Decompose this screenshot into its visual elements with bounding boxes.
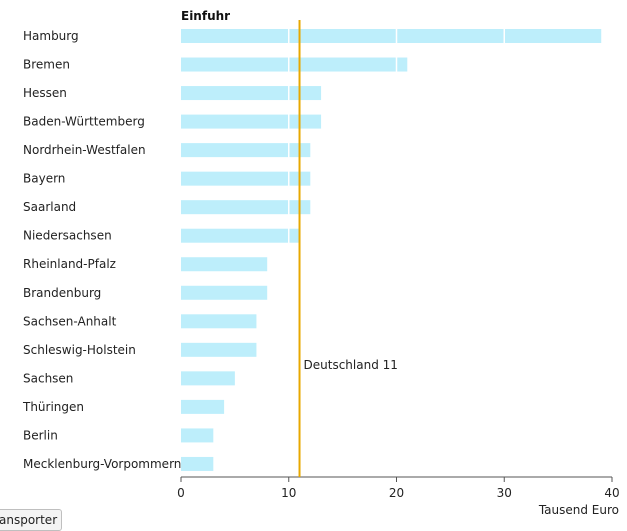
bar-baden-wurttemberg (181, 114, 322, 129)
bar-bremen (181, 57, 408, 72)
bar-hamburg (181, 29, 602, 43)
bar-schleswig-holstein (181, 342, 257, 357)
transporter-button[interactable]: ansporter (0, 509, 62, 531)
x-tick-label-40: 40 (604, 486, 619, 500)
bar-mecklenburg-vorpommern (181, 456, 214, 471)
x-tick-label-10: 10 (281, 486, 296, 500)
bar-brandenburg (181, 285, 268, 300)
category-label-sachsen-anhalt: Sachsen-Anhalt (23, 314, 117, 328)
category-label-rheinland-pfalz: Rheinland-Pfalz (23, 257, 116, 271)
x-axis: 0 10 20 30 40 (177, 476, 620, 500)
category-label-bremen: Bremen (23, 58, 70, 72)
category-label-sachsen: Sachsen (23, 371, 73, 385)
category-label-bayern: Bayern (23, 172, 65, 186)
bar-nordrhein-westfalen (181, 143, 311, 158)
category-label-thuringen: Thüringen (22, 400, 84, 414)
category-label-mecklenburg-vorpommern: Mecklenburg-Vorpommern (23, 457, 181, 471)
reference-line-label: Deutschland 11 (304, 358, 398, 372)
category-label-niedersachsen: Niedersachsen (23, 229, 112, 243)
category-label-hessen: Hessen (23, 86, 67, 100)
bar-niedersachsen (181, 228, 300, 243)
x-tick-label-20: 20 (389, 486, 404, 500)
category-label-brandenburg: Brandenburg (23, 286, 101, 300)
category-label-saarland: Saarland (23, 200, 76, 214)
series-title: Einfuhr (181, 9, 230, 23)
bar-sachsen-anhalt (181, 314, 257, 329)
category-label-nordrhein-westfalen: Nordrhein-Westfalen (23, 143, 146, 157)
category-labels: Hamburg Bremen Hessen Baden-Württemberg Nord… (22, 29, 181, 471)
bar-thuringen (181, 399, 225, 414)
bars-layer (181, 25, 602, 471)
bar-sachsen (181, 371, 235, 386)
bar-saarland (181, 200, 311, 215)
category-label-schleswig-holstein: Schleswig-Holstein (23, 343, 136, 357)
reference-line-group: Deutschland 11 (298, 20, 398, 477)
bar-hessen (181, 86, 322, 101)
bar-rheinland-pfalz (181, 257, 268, 272)
category-label-berlin: Berlin (23, 428, 58, 442)
x-axis-unit-label: Tausend Euro (538, 503, 619, 517)
category-label-hamburg: Hamburg (23, 29, 79, 43)
x-tick-label-30: 30 (497, 486, 512, 500)
x-tick-label-0: 0 (177, 486, 185, 500)
category-label-baden-wurttemberg: Baden-Württemberg (23, 115, 145, 129)
bar-berlin (181, 428, 214, 443)
bar-bayern (181, 171, 311, 186)
